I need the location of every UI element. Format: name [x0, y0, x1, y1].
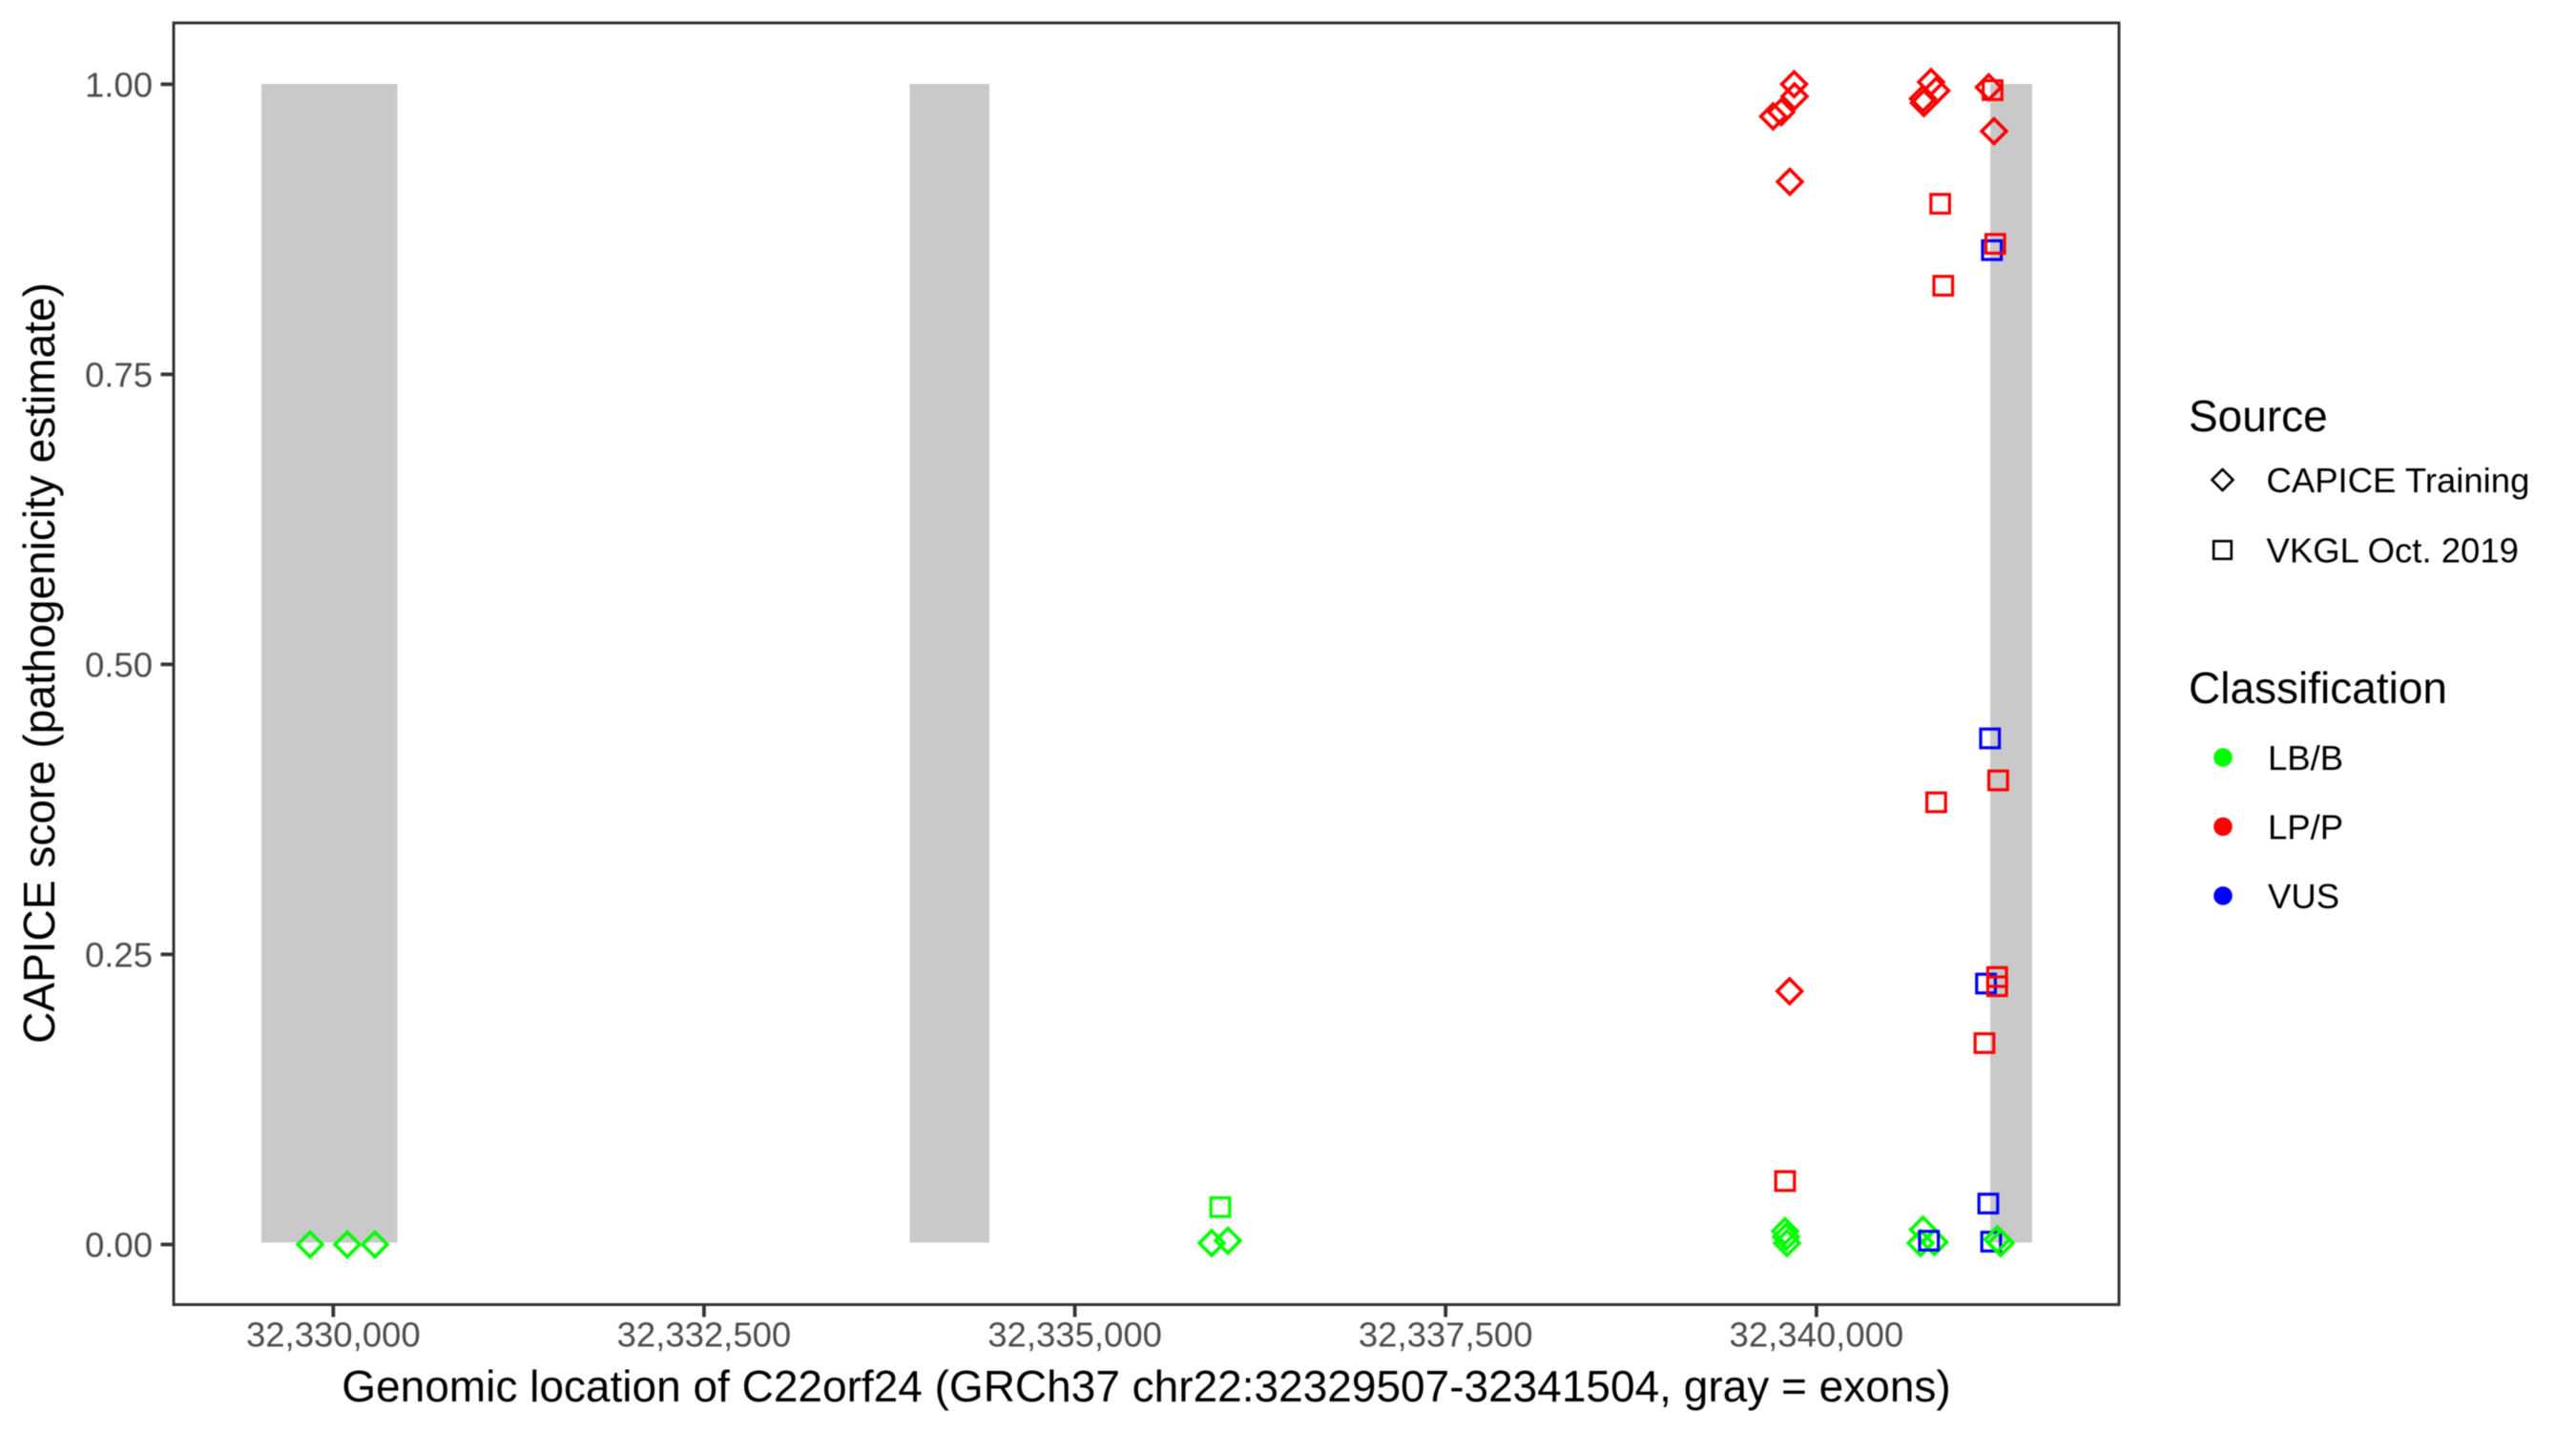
svg-text:0.00: 0.00: [85, 1226, 153, 1265]
svg-text:CAPICE Training: CAPICE Training: [2267, 461, 2530, 500]
svg-text:Source: Source: [2189, 391, 2328, 441]
svg-text:0.75: 0.75: [85, 355, 153, 394]
svg-text:32,330,000: 32,330,000: [246, 1316, 421, 1355]
svg-text:0.50: 0.50: [85, 645, 153, 684]
svg-text:Classification: Classification: [2189, 663, 2447, 713]
svg-text:VKGL Oct. 2019: VKGL Oct. 2019: [2267, 531, 2519, 570]
svg-text:32,340,000: 32,340,000: [1730, 1316, 1904, 1355]
svg-text:VUS: VUS: [2268, 877, 2339, 916]
svg-text:LB/B: LB/B: [2268, 738, 2343, 778]
svg-text:32,332,500: 32,332,500: [617, 1316, 792, 1355]
svg-text:CAPICE score (pathogenicity es: CAPICE score (pathogenicity estimate): [14, 282, 64, 1044]
svg-text:32,337,500: 32,337,500: [1359, 1316, 1533, 1355]
svg-text:0.25: 0.25: [85, 935, 153, 974]
svg-text:Genomic location of C22orf24 (: Genomic location of C22orf24 (GRCh37 chr…: [342, 1361, 1950, 1411]
svg-text:LP/P: LP/P: [2268, 808, 2343, 847]
svg-text:32,335,000: 32,335,000: [987, 1316, 1162, 1355]
svg-text:1.00: 1.00: [85, 65, 153, 104]
